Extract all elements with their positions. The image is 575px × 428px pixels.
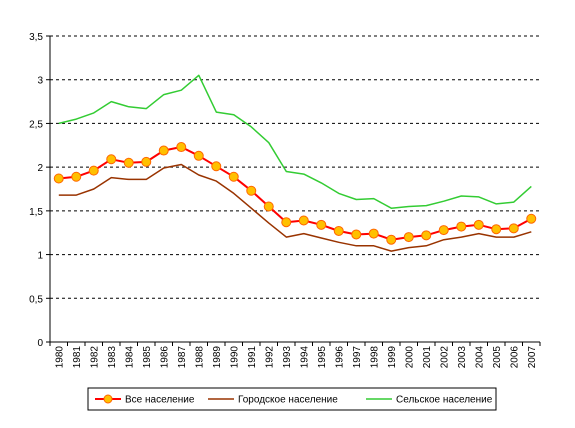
legend-label-3: Сельское население: [396, 395, 493, 406]
y-tick-label: 1: [37, 251, 43, 262]
x-tick-label: 1999: [387, 346, 398, 369]
y-tick-label: 2,5: [29, 119, 43, 130]
data-point: [298, 215, 309, 226]
data-point: [158, 145, 169, 156]
x-tick-label: 1994: [299, 346, 310, 369]
x-tick-label: 2004: [474, 346, 485, 369]
data-series: [53, 74, 537, 252]
x-tick-label: 1982: [89, 346, 100, 369]
x-tick-label: 2003: [457, 346, 468, 369]
series-line-2: [58, 163, 532, 252]
y-tick-label: 2: [37, 163, 43, 174]
data-point: [491, 224, 502, 235]
data-point: [526, 213, 537, 224]
x-tick-label: 1993: [282, 346, 293, 369]
x-tick-label: 1980: [54, 346, 65, 369]
x-tick-label: 1987: [177, 346, 188, 369]
x-tick-label: 1988: [194, 346, 205, 369]
x-tick-label: 1985: [142, 346, 153, 369]
x-tick-label: 1983: [107, 346, 118, 369]
legend: Все население Городское население Сельское…: [87, 387, 497, 411]
data-point: [193, 150, 204, 161]
data-point: [403, 232, 414, 243]
data-point: [123, 157, 134, 168]
data-point: [386, 234, 397, 245]
data-point: [71, 171, 82, 182]
x-tick-label: 2005: [492, 346, 503, 369]
legend-marker: [103, 394, 113, 404]
y-axis-tick-labels: 0 0,5 1 1,5 2 2,5 3 3,5: [29, 32, 43, 349]
x-tick-label: 1996: [334, 346, 345, 369]
data-point: [263, 201, 274, 212]
data-point: [88, 165, 99, 176]
data-point: [456, 221, 467, 232]
y-tick-label: 1,5: [29, 207, 43, 218]
x-tick-label: 2007: [527, 346, 538, 369]
grid-lines: [50, 35, 540, 299]
x-tick-label: 2001: [422, 346, 433, 369]
x-tick-label: 1989: [212, 346, 223, 369]
data-point: [141, 156, 152, 167]
data-point: [351, 229, 362, 240]
series-line-3: [58, 74, 532, 209]
data-point: [53, 173, 64, 184]
y-tick-label: 0: [37, 338, 43, 349]
data-point: [211, 161, 222, 172]
data-point: [228, 171, 239, 182]
x-tick-label: 1981: [72, 346, 83, 369]
x-tick-label: 2000: [404, 346, 415, 369]
y-tick-label: 0,5: [29, 294, 43, 305]
x-axis-tick-labels: 1980 1981 1982 1983 1984 1985 1986 1987 1988 1989…: [54, 346, 538, 369]
x-tick-label: 1992: [264, 346, 275, 369]
x-tick-label: 1986: [159, 346, 170, 369]
data-point: [246, 185, 257, 196]
data-point: [176, 142, 187, 153]
legend-label-1: Все население: [125, 395, 195, 406]
data-point: [316, 219, 327, 230]
y-tick-label: 3,5: [29, 32, 43, 43]
x-tick-label: 1991: [247, 346, 258, 369]
data-point: [368, 228, 379, 239]
x-tick-label: 1995: [317, 346, 328, 369]
axes: [46, 35, 541, 346]
y-tick-label: 3: [37, 76, 43, 87]
x-tick-label: 1990: [229, 346, 240, 369]
data-point: [421, 230, 432, 241]
data-point: [438, 225, 449, 236]
x-tick-label: 2006: [509, 346, 520, 369]
x-tick-label: 1984: [124, 346, 135, 369]
data-point: [106, 154, 117, 165]
x-tick-label: 1998: [369, 346, 380, 369]
data-point: [333, 225, 344, 236]
legend-label-2: Городское население: [238, 395, 338, 406]
series-line-1: [58, 146, 532, 241]
data-point: [473, 219, 484, 230]
data-point: [281, 217, 292, 228]
legend-box: [87, 387, 497, 411]
x-tick-label: 2002: [439, 346, 450, 369]
data-point: [508, 223, 519, 234]
x-tick-label: 1997: [352, 346, 363, 369]
